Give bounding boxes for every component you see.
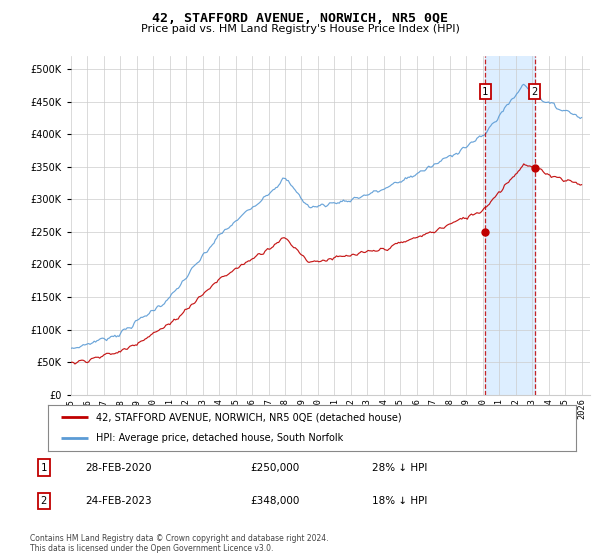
Text: 42, STAFFORD AVENUE, NORWICH, NR5 0QE: 42, STAFFORD AVENUE, NORWICH, NR5 0QE xyxy=(152,12,448,25)
Text: 42, STAFFORD AVENUE, NORWICH, NR5 0QE (detached house): 42, STAFFORD AVENUE, NORWICH, NR5 0QE (d… xyxy=(95,412,401,422)
Text: HPI: Average price, detached house, South Norfolk: HPI: Average price, detached house, Sout… xyxy=(95,433,343,444)
Text: 28% ↓ HPI: 28% ↓ HPI xyxy=(372,463,428,473)
Bar xyxy=(485,56,535,395)
Text: 18% ↓ HPI: 18% ↓ HPI xyxy=(372,496,428,506)
Text: Contains HM Land Registry data © Crown copyright and database right 2024.
This d: Contains HM Land Registry data © Crown c… xyxy=(30,534,329,553)
Text: £348,000: £348,000 xyxy=(251,496,300,506)
Text: 2: 2 xyxy=(41,496,47,506)
Text: 1: 1 xyxy=(41,463,47,473)
Text: 1: 1 xyxy=(482,87,488,96)
Text: 28-FEB-2020: 28-FEB-2020 xyxy=(85,463,152,473)
Text: 2: 2 xyxy=(532,87,538,96)
Text: £250,000: £250,000 xyxy=(251,463,300,473)
Text: Price paid vs. HM Land Registry's House Price Index (HPI): Price paid vs. HM Land Registry's House … xyxy=(140,24,460,34)
Text: 24-FEB-2023: 24-FEB-2023 xyxy=(85,496,152,506)
